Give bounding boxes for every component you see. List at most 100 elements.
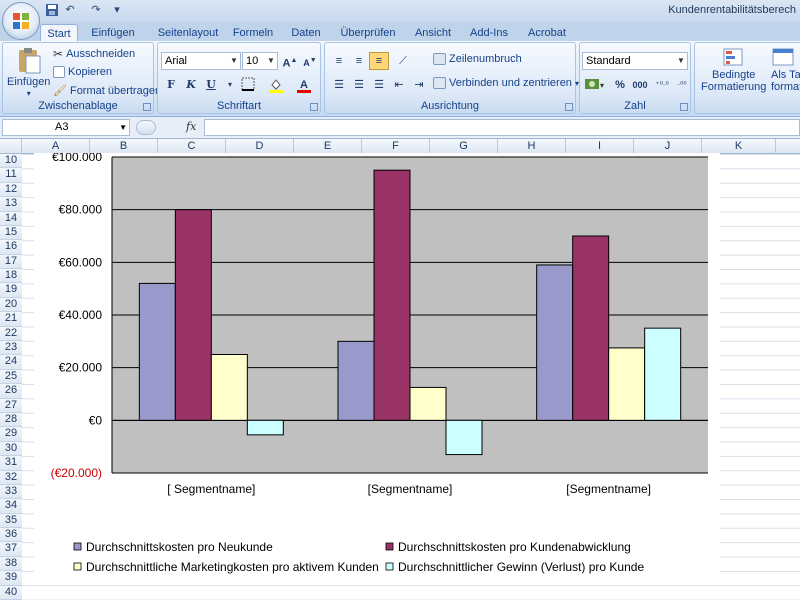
cut-button[interactable]: ✂ Ausschneiden bbox=[53, 47, 135, 61]
font-color-icon[interactable]: A bbox=[294, 76, 314, 94]
wrap-text-button[interactable]: Zeilenumbruch bbox=[433, 53, 522, 65]
tab-einfuegen[interactable]: Einfügen bbox=[91, 27, 135, 39]
font-size-select[interactable]: 10 ▼ bbox=[242, 52, 278, 70]
bold-button[interactable]: F bbox=[167, 78, 175, 91]
row-header[interactable]: 19 bbox=[0, 283, 22, 298]
row-header[interactable]: 28 bbox=[0, 412, 22, 428]
chart-svg[interactable]: (€20.000) €0 €20.000 €40.000 €60.000 €80.000 €… bbox=[34, 150, 720, 585]
column-header-d[interactable]: D bbox=[226, 139, 294, 154]
save-icon[interactable] bbox=[44, 3, 60, 17]
paste-button[interactable]: Einfügen ▾ bbox=[7, 47, 50, 98]
select-all-corner[interactable] bbox=[0, 139, 22, 154]
italic-button[interactable]: K bbox=[186, 78, 196, 91]
align-top-icon[interactable]: ≡ bbox=[335, 55, 343, 67]
format-painter-button[interactable]: 🖌 Format übertragen bbox=[53, 84, 161, 98]
row-header[interactable]: 32 bbox=[0, 470, 22, 485]
tab-formeln[interactable]: Formeln bbox=[232, 27, 274, 39]
format-as-table-button[interactable]: Als Tab formati bbox=[771, 47, 800, 93]
column-header-c[interactable]: C bbox=[158, 139, 226, 154]
row-header[interactable]: 17 bbox=[0, 254, 22, 270]
row-header[interactable]: 13 bbox=[0, 197, 22, 212]
row-header[interactable]: 14 bbox=[0, 211, 22, 226]
row-header[interactable]: 27 bbox=[0, 398, 22, 413]
column-header-j[interactable]: J bbox=[634, 139, 702, 154]
tab-ueberpruefen[interactable]: Überprüfen bbox=[340, 27, 396, 39]
row-header[interactable]: 23 bbox=[0, 341, 22, 356]
column-header-a[interactable]: A bbox=[22, 139, 90, 154]
row-header[interactable]: 29 bbox=[0, 427, 22, 442]
percent-button[interactable]: % bbox=[615, 79, 625, 91]
copy-button[interactable]: Kopieren bbox=[53, 66, 112, 78]
fill-color-icon[interactable] bbox=[266, 76, 286, 94]
column-header-b[interactable]: B bbox=[90, 139, 158, 154]
alignment-dialog-launcher-icon[interactable] bbox=[565, 103, 573, 111]
clipboard-dialog-launcher-icon[interactable] bbox=[143, 103, 151, 111]
column-header-h[interactable]: H bbox=[498, 139, 566, 154]
decrease-decimal-icon[interactable]: ·⁰⁰ bbox=[677, 80, 687, 89]
currency-format-icon[interactable]: ▾ bbox=[582, 76, 608, 94]
increase-indent-icon[interactable]: ⇥ bbox=[414, 79, 424, 91]
borders-icon[interactable] bbox=[238, 76, 258, 94]
tab-acrobat[interactable]: Acrobat bbox=[528, 27, 566, 39]
row-header[interactable]: 33 bbox=[0, 484, 22, 500]
grow-font-icon[interactable]: A▲ bbox=[282, 57, 298, 70]
row-header[interactable]: 18 bbox=[0, 269, 22, 284]
shrink-font-icon[interactable]: A▼ bbox=[303, 57, 317, 68]
orientation-icon[interactable]: ⟋ bbox=[399, 55, 407, 67]
column-header-i[interactable]: I bbox=[566, 139, 634, 154]
row-header[interactable]: 20 bbox=[0, 297, 22, 313]
row-header[interactable]: 12 bbox=[0, 182, 22, 198]
tab-addins[interactable]: Add-Ins bbox=[470, 27, 508, 39]
column-header-g[interactable]: G bbox=[430, 139, 498, 154]
undo-icon[interactable]: ↶ bbox=[65, 4, 75, 16]
row-header[interactable]: 37 bbox=[0, 542, 22, 557]
row-header[interactable]: 30 bbox=[0, 441, 22, 457]
row-header[interactable]: 15 bbox=[0, 225, 22, 241]
row-header[interactable]: 39 bbox=[0, 571, 22, 586]
chart[interactable]: (€20.000) €0 €20.000 €40.000 €60.000 €80.000 €… bbox=[34, 150, 720, 585]
row-header[interactable]: 31 bbox=[0, 456, 22, 471]
formula-bar-splitter-icon[interactable] bbox=[136, 120, 156, 135]
row-header[interactable]: 38 bbox=[0, 556, 22, 572]
column-header-e[interactable]: E bbox=[294, 139, 362, 154]
row-header[interactable]: 25 bbox=[0, 369, 22, 385]
office-button[interactable] bbox=[2, 2, 40, 40]
number-format-select[interactable]: Standard ▼ bbox=[582, 52, 688, 70]
column-header-k[interactable]: K bbox=[702, 139, 776, 154]
tab-daten[interactable]: Daten bbox=[291, 27, 321, 39]
thousands-separator-button[interactable]: 000 bbox=[632, 80, 648, 90]
align-middle-icon[interactable]: ≡ bbox=[355, 55, 363, 67]
customize-toolbar-icon[interactable]: ▾ bbox=[114, 4, 120, 16]
row-header[interactable]: 21 bbox=[0, 312, 22, 327]
row-header[interactable]: 16 bbox=[0, 240, 22, 255]
column-header-f[interactable]: F bbox=[362, 139, 430, 154]
row-header[interactable]: 34 bbox=[0, 499, 22, 514]
align-right-icon[interactable]: ☰ bbox=[374, 79, 384, 91]
row-header[interactable]: 22 bbox=[0, 326, 22, 342]
paste-dropdown-icon[interactable]: ▾ bbox=[26, 89, 31, 98]
tab-start[interactable]: Start bbox=[40, 24, 78, 42]
name-box[interactable]: A3 ▼ bbox=[2, 119, 130, 136]
row-header[interactable]: 26 bbox=[0, 384, 22, 399]
underline-dropdown-icon[interactable]: ▾ bbox=[227, 80, 232, 89]
insert-function-icon[interactable]: fx bbox=[186, 120, 197, 133]
tab-seitenlayout[interactable]: Seitenlayout bbox=[157, 27, 219, 39]
underline-button[interactable]: U bbox=[206, 78, 216, 91]
align-center-icon[interactable]: ☰ bbox=[354, 79, 364, 91]
align-bottom-icon[interactable]: ≡ bbox=[369, 52, 389, 70]
row-header[interactable]: 24 bbox=[0, 355, 22, 370]
row-header[interactable]: 10 bbox=[0, 154, 22, 169]
increase-decimal-icon[interactable]: ⁺⁰·⁰ bbox=[655, 80, 669, 89]
row-header[interactable]: 40 bbox=[0, 585, 22, 600]
merge-center-button[interactable]: Verbinden und zentrieren ▾ bbox=[433, 77, 579, 89]
number-dialog-launcher-icon[interactable] bbox=[680, 103, 688, 111]
font-name-select[interactable]: Arial ▼ bbox=[161, 52, 241, 70]
align-left-icon[interactable]: ☰ bbox=[334, 79, 344, 91]
decrease-indent-icon[interactable]: ⇤ bbox=[394, 79, 404, 91]
row-header[interactable]: 11 bbox=[0, 168, 22, 183]
font-dialog-launcher-icon[interactable] bbox=[310, 103, 318, 111]
row-header[interactable]: 35 bbox=[0, 513, 22, 529]
tab-ansicht[interactable]: Ansicht bbox=[414, 27, 452, 39]
redo-icon[interactable]: ↷ bbox=[91, 4, 101, 16]
formula-input[interactable] bbox=[204, 119, 800, 136]
